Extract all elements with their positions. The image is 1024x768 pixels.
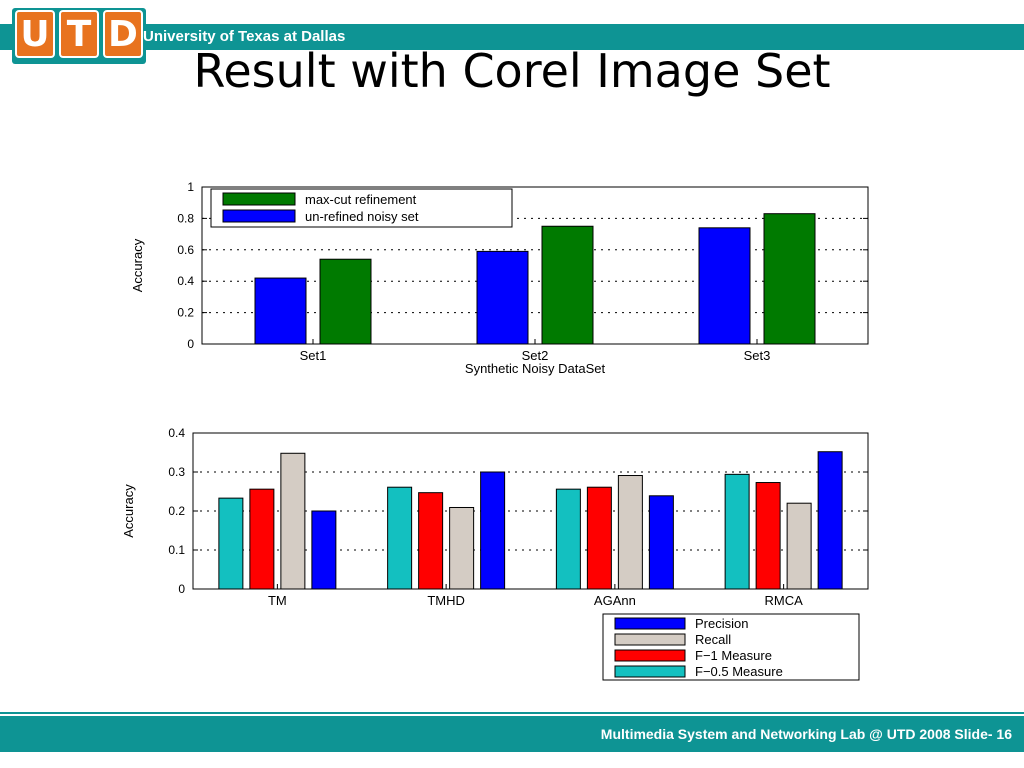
legend-swatch — [614, 649, 686, 662]
footer-line — [0, 712, 1024, 714]
y-tick-label: 0.4 — [177, 274, 194, 288]
bar-recall — [786, 502, 812, 590]
bar-f-1-measure — [249, 488, 275, 590]
x-tick-label: TMHD — [427, 593, 465, 608]
legend: max-cut refinement un-refined noisy set — [210, 188, 513, 228]
bar-f-1-measure — [755, 482, 781, 590]
bar-max-cut-refinement — [541, 225, 594, 345]
legend-swatch — [614, 665, 686, 678]
bar-precision — [480, 471, 506, 590]
bar-precision — [817, 451, 843, 590]
charts-canvas: 0 0.2 0.4 0.6 0.8 1 Set1 Set2 Set3 Synthetic Nois… — [121, 180, 869, 681]
bar-recall — [617, 475, 643, 590]
bar-max-cut-refinement — [763, 213, 816, 345]
legend-swatch — [614, 617, 686, 630]
legend-label: Recall — [695, 632, 731, 647]
logo-letter-d: D — [103, 10, 143, 58]
y-tick-label: 0.3 — [168, 465, 185, 479]
x-tick-label: RMCA — [764, 593, 803, 608]
x-axis-label: Synthetic Noisy DataSet — [465, 361, 606, 376]
legend-swatch — [222, 209, 296, 223]
bar-f-1-measure — [418, 492, 444, 590]
y-axis-label: Accuracy — [121, 484, 136, 538]
y-tick-label: 0.6 — [177, 243, 194, 257]
bar-f-0-5-measure — [387, 486, 413, 590]
legend-label: F−1 Measure — [695, 648, 772, 663]
y-tick-label: 0.1 — [168, 543, 185, 557]
legend-label: Precision — [695, 616, 748, 631]
y-tick-label: 0.2 — [177, 306, 194, 320]
university-name: University of Texas at Dallas — [143, 28, 346, 45]
bar-max-cut-refinement — [319, 258, 372, 345]
legend-swatch — [614, 633, 686, 646]
bar-f-0-5-measure — [555, 488, 581, 590]
bar-f-0-5-measure — [218, 497, 244, 590]
footer-bar — [0, 716, 1024, 752]
bar-precision — [648, 495, 674, 590]
utd-logo: U T D — [12, 8, 146, 64]
legend-swatch — [222, 192, 296, 206]
x-tick-label: Set3 — [744, 348, 771, 363]
y-tick-label: 0.4 — [168, 426, 185, 440]
header-bar — [0, 24, 1024, 52]
header-divider — [0, 50, 1024, 52]
x-tick-label: TM — [268, 593, 287, 608]
bar-precision — [311, 510, 337, 590]
bar-un-refined-noisy-set — [254, 277, 307, 345]
chart-1: 0 0.2 0.4 0.6 0.8 1 Set1 Set2 Set3 Synthetic Nois… — [130, 180, 869, 376]
footer-text: Multimedia System and Networking Lab @ U… — [600, 726, 1012, 742]
legend-label: max-cut refinement — [305, 192, 417, 207]
y-axis-label: Accuracy — [130, 238, 145, 292]
legend-label: F−0.5 Measure — [695, 664, 783, 679]
y-tick-label: 0 — [187, 337, 194, 351]
bar-recall — [280, 452, 306, 590]
slide-title: Result with Corel Image Set — [193, 44, 831, 98]
chart-2: 0 0.1 0.2 0.3 0.4 TM TMHD AGAnn RMCA Accuracy Prec… — [121, 426, 869, 681]
bar-un-refined-noisy-set — [476, 250, 529, 345]
bar-un-refined-noisy-set — [698, 227, 751, 345]
x-tick-label: Set2 — [522, 348, 549, 363]
y-tick-label: 0.8 — [177, 211, 194, 225]
bar-recall — [449, 506, 475, 590]
bar-f-1-measure — [586, 486, 612, 590]
y-tick-label: 0.2 — [168, 504, 185, 518]
x-tick-label: AGAnn — [594, 593, 636, 608]
x-tick-label: Set1 — [300, 348, 327, 363]
logo-letter-t: T — [59, 10, 99, 58]
bar-f-0-5-measure — [724, 473, 750, 590]
logo-letter-u: U — [15, 10, 55, 58]
y-tick-label: 0 — [178, 582, 185, 596]
y-tick-label: 1 — [187, 180, 194, 194]
legend-label: un-refined noisy set — [305, 209, 419, 224]
